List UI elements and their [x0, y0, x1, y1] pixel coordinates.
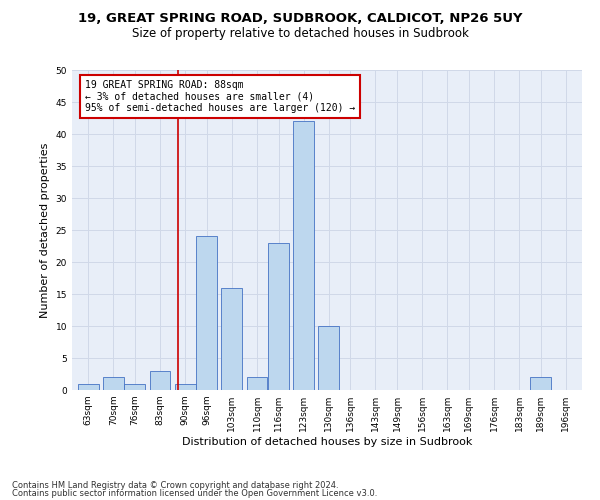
Bar: [247, 377, 268, 390]
Bar: [319, 326, 339, 390]
Bar: [149, 371, 170, 390]
Bar: [268, 243, 289, 390]
Bar: [221, 288, 242, 390]
Text: Contains public sector information licensed under the Open Government Licence v3: Contains public sector information licen…: [12, 490, 377, 498]
Bar: [530, 377, 551, 390]
Bar: [175, 384, 196, 390]
Text: Contains HM Land Registry data © Crown copyright and database right 2024.: Contains HM Land Registry data © Crown c…: [12, 481, 338, 490]
Text: 19 GREAT SPRING ROAD: 88sqm
← 3% of detached houses are smaller (4)
95% of semi-: 19 GREAT SPRING ROAD: 88sqm ← 3% of deta…: [85, 80, 355, 113]
Text: 19, GREAT SPRING ROAD, SUDBROOK, CALDICOT, NP26 5UY: 19, GREAT SPRING ROAD, SUDBROOK, CALDICO…: [78, 12, 522, 26]
Bar: [78, 384, 98, 390]
Text: Size of property relative to detached houses in Sudbrook: Size of property relative to detached ho…: [131, 28, 469, 40]
Y-axis label: Number of detached properties: Number of detached properties: [40, 142, 50, 318]
X-axis label: Distribution of detached houses by size in Sudbrook: Distribution of detached houses by size …: [182, 437, 472, 447]
Bar: [196, 236, 217, 390]
Bar: [293, 121, 314, 390]
Bar: [103, 377, 124, 390]
Bar: [124, 384, 145, 390]
